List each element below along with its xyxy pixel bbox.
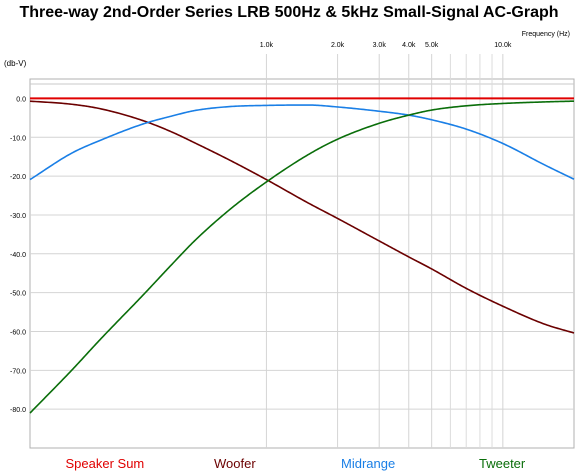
x-tick-label: 4.0k (402, 42, 416, 49)
series-line-midrange (29, 104, 575, 181)
y-tick-label: -80.0 (10, 407, 26, 414)
x-axis-label: Frequency (Hz) (522, 31, 570, 38)
y-axis-label: (db-V) (4, 59, 27, 68)
series-line-woofer (29, 100, 575, 334)
y-tick-label: -60.0 (10, 329, 26, 336)
y-tick-label: -10.0 (10, 135, 26, 142)
y-tick-label: -50.0 (10, 291, 26, 298)
chart-title: Three-way 2nd-Order Series LRB 500Hz & 5… (19, 4, 559, 21)
y-tick-label: -40.0 (10, 252, 26, 259)
x-tick-label: 3.0k (373, 42, 387, 49)
x-tick-label: 2.0k (331, 42, 345, 49)
y-tick-label: -30.0 (10, 213, 26, 220)
plot-border (29, 78, 575, 449)
series-lines (29, 97, 575, 414)
legend-item-speaker-sum: Speaker Sum (65, 456, 145, 471)
x-tick-label: 1.0k (260, 42, 274, 49)
series-line-tweeter (29, 100, 575, 414)
x-tick-label: 5.0k (425, 42, 439, 49)
y-tick-label: 0.0 (16, 96, 26, 103)
axes: 0.0 -10.0 -20.0 -30.0 -40.0 -50.0 -60.0 -70.0 -8… (4, 31, 570, 414)
x-tick-label: 10.0k (494, 42, 512, 49)
legend-item-tweeter: Tweeter (479, 456, 526, 471)
grid (29, 54, 575, 449)
y-tick-label: -20.0 (10, 174, 26, 181)
legend-item-midrange: Midrange (341, 456, 396, 471)
legend-item-woofer: Woofer (214, 456, 256, 471)
y-tick-label: -70.0 (10, 368, 26, 375)
